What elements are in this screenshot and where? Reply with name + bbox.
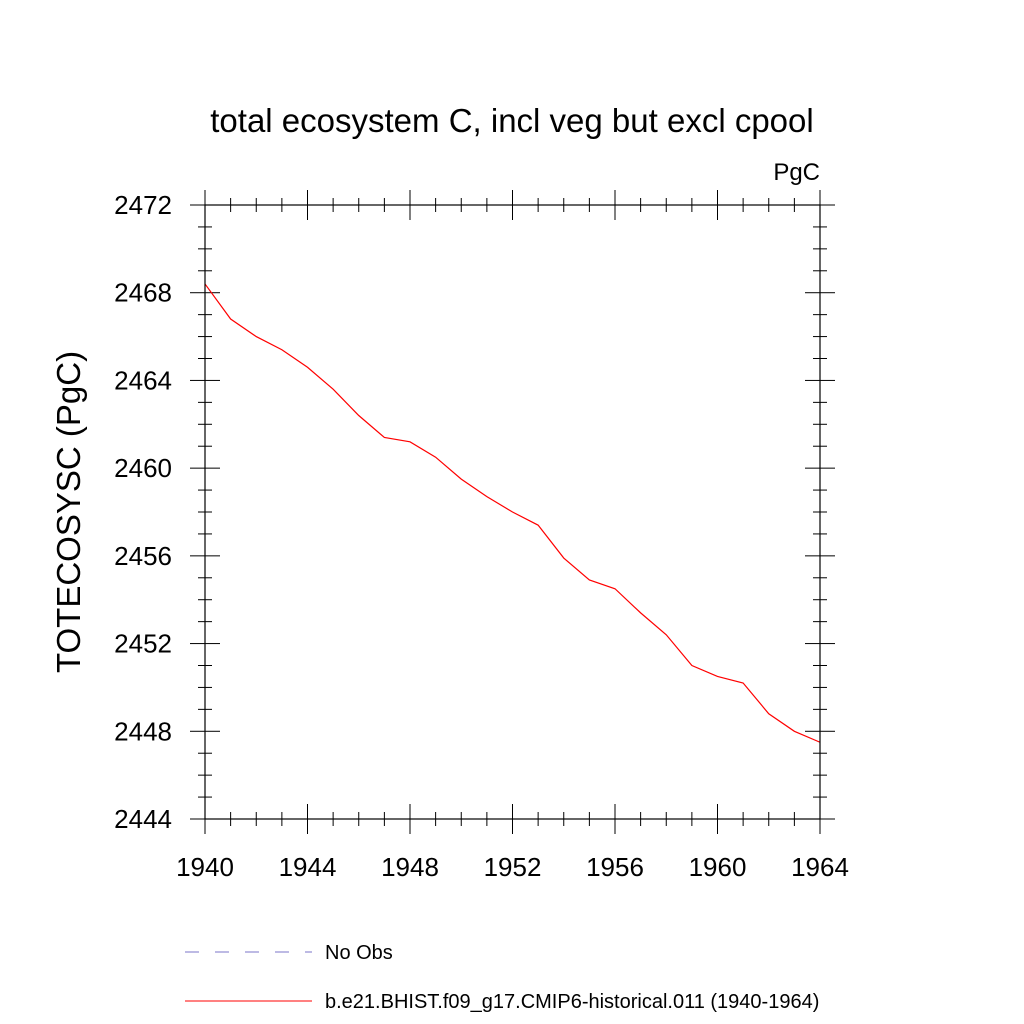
- legend: No Obs b.e21.BHIST.f09_g17.CMIP6-historic…: [185, 942, 819, 1013]
- legend-label: b.e21.BHIST.f09_g17.CMIP6-historical.011…: [325, 991, 819, 1013]
- plot-frame: [204, 204, 821, 820]
- y-tick-label: 2468: [114, 278, 172, 308]
- series-line: [204, 283, 821, 743]
- y-axis-label: TOTECOSYSC (PgC): [50, 351, 87, 673]
- units-label: PgC: [773, 159, 820, 186]
- legend-label: No Obs: [325, 942, 393, 964]
- y-tick-label: 2448: [114, 716, 172, 746]
- x-tick-label: 1960: [689, 852, 747, 882]
- x-tick-label: 1956: [586, 852, 644, 882]
- y-tick-label: 2464: [114, 365, 172, 395]
- x-tick-label: 1948: [381, 852, 439, 882]
- series-layer: [204, 283, 821, 743]
- x-tick-label: 1952: [484, 852, 542, 882]
- y-tick-label: 2456: [114, 541, 172, 571]
- x-tick-label: 1964: [791, 852, 849, 882]
- x-tick-label: 1940: [176, 852, 234, 882]
- y-tick-label: 2460: [114, 453, 172, 483]
- y-tick-label: 2472: [114, 190, 172, 220]
- y-tick-label: 2444: [114, 804, 172, 834]
- x-tick-label: 1944: [279, 852, 337, 882]
- axis-ticks: [190, 190, 835, 834]
- tick-labels: 1940 1944 1948 1952 1956 1960 1964 2444 2448 2452…: [114, 190, 849, 882]
- y-tick-label: 2452: [114, 629, 172, 659]
- chart-title: total ecosystem C, incl veg but excl cpo…: [210, 102, 813, 139]
